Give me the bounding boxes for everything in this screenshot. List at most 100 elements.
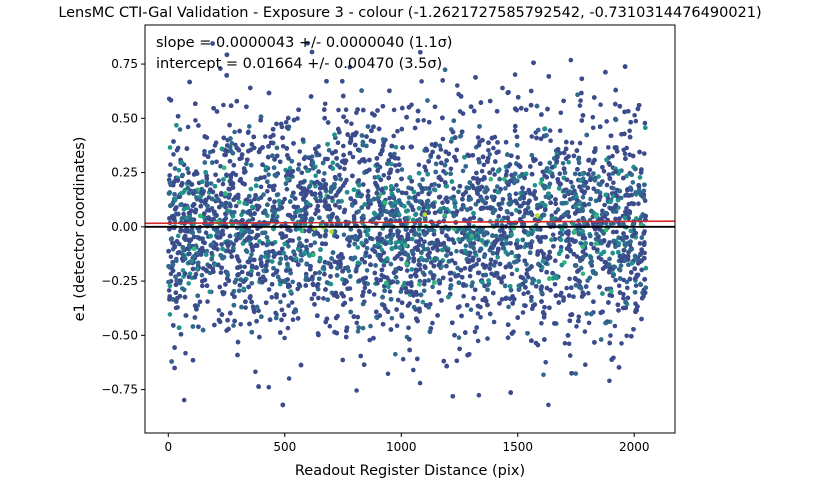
- scatter-point: [221, 102, 226, 108]
- scatter-point: [282, 335, 287, 341]
- scatter-point: [457, 183, 463, 189]
- scatter-point: [597, 227, 602, 232]
- scatter-point: [461, 293, 466, 299]
- scatter-point: [185, 124, 191, 130]
- scatter-point: [261, 192, 266, 197]
- scatter-point: [619, 341, 624, 346]
- scatter-point: [276, 198, 282, 204]
- scatter-point: [217, 319, 223, 325]
- scatter-point: [426, 254, 432, 260]
- scatter-point: [400, 356, 406, 362]
- scatter-point: [548, 138, 553, 143]
- scatter-point: [175, 250, 181, 256]
- scatter-point: [607, 175, 613, 181]
- scatter-point: [279, 317, 284, 323]
- scatter-point: [524, 243, 529, 248]
- scatter-point: [411, 227, 416, 232]
- scatter-point: [355, 107, 360, 112]
- scatter-point: [350, 203, 355, 208]
- scatter-point: [214, 159, 219, 165]
- scatter-point: [471, 185, 477, 191]
- scatter-point: [347, 64, 353, 70]
- scatter-point: [372, 270, 378, 276]
- scatter-point: [569, 285, 574, 291]
- scatter-point: [521, 228, 527, 234]
- scatter-point: [539, 321, 544, 326]
- scatter-point: [541, 372, 546, 378]
- scatter-point: [367, 254, 373, 259]
- scatter-point: [476, 198, 481, 204]
- scatter-point: [558, 110, 564, 116]
- scatter-point: [488, 176, 494, 182]
- scatter-point: [513, 123, 518, 129]
- scatter-point: [406, 200, 411, 205]
- scatter-point: [567, 353, 573, 358]
- scatter-point: [307, 183, 313, 188]
- scatter-point: [240, 241, 246, 246]
- scatter-point: [291, 117, 297, 123]
- scatter-point: [223, 152, 228, 158]
- scatter-point: [205, 207, 211, 213]
- scatter-point: [486, 148, 491, 153]
- scatter-point: [429, 142, 435, 147]
- scatter-point: [577, 140, 583, 146]
- scatter-point: [513, 191, 519, 196]
- scatter-point: [200, 283, 205, 289]
- scatter-point: [449, 195, 454, 201]
- scatter-point: [624, 333, 629, 339]
- scatter-point: [588, 233, 593, 239]
- scatter-point: [417, 380, 423, 386]
- scatter-point: [503, 186, 508, 191]
- scatter-point: [380, 104, 386, 109]
- scatter-point: [638, 281, 643, 287]
- scatter-point: [451, 118, 457, 123]
- scatter-point: [330, 160, 336, 165]
- scatter-point: [448, 166, 454, 172]
- scatter-point: [509, 271, 515, 277]
- scatter-point: [229, 140, 235, 146]
- scatter-point: [232, 209, 237, 215]
- scatter-point: [313, 211, 318, 217]
- scatter-point: [450, 237, 455, 242]
- scatter-point: [462, 266, 468, 271]
- scatter-point: [488, 206, 494, 211]
- scatter-point: [556, 300, 562, 305]
- scatter-point: [512, 171, 518, 177]
- scatter-point: [577, 285, 582, 290]
- scatter-point: [191, 234, 197, 240]
- scatter-point: [210, 160, 215, 165]
- scatter-point: [418, 50, 423, 55]
- scatter-point: [296, 162, 302, 167]
- scatter-point: [255, 196, 261, 202]
- scatter-point: [548, 287, 553, 293]
- scatter-point: [590, 221, 596, 226]
- scatter-point: [468, 307, 474, 313]
- scatter-point: [284, 186, 290, 192]
- scatter-point: [497, 301, 502, 306]
- scatter-point: [460, 168, 466, 174]
- scatter-point: [411, 189, 417, 195]
- scatter-point: [642, 151, 647, 156]
- scatter-point: [208, 181, 214, 186]
- scatter-point: [532, 183, 538, 188]
- scatter-point: [306, 155, 312, 160]
- scatter-point: [466, 221, 472, 227]
- scatter-point: [313, 173, 319, 179]
- scatter-point: [576, 314, 582, 320]
- scatter-point: [583, 362, 588, 368]
- scatter-point: [610, 193, 616, 199]
- scatter-point: [299, 170, 305, 176]
- scatter-point: [172, 191, 177, 197]
- scatter-point: [249, 265, 255, 270]
- scatter-point: [521, 291, 526, 297]
- scatter-point: [395, 128, 400, 134]
- scatter-point: [585, 278, 590, 283]
- scatter-point: [610, 229, 616, 235]
- scatter-point: [512, 128, 518, 133]
- scatter-point: [529, 298, 534, 303]
- chart-title: LensMC CTI-Gal Validation - Exposure 3 -…: [58, 5, 761, 21]
- scatter-point: [362, 259, 368, 265]
- scatter-point: [612, 323, 618, 329]
- scatter-point: [577, 103, 583, 108]
